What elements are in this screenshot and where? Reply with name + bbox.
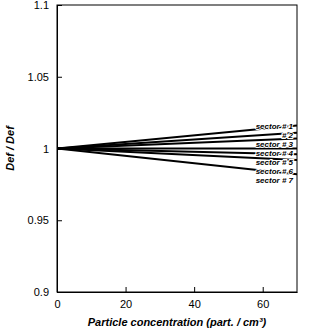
series-label: # 2 bbox=[282, 131, 294, 140]
series-label: sector # 1 bbox=[256, 122, 294, 131]
x-tick: 60 bbox=[257, 287, 269, 310]
y-tick-mark bbox=[57, 292, 62, 293]
x-axis: 0 20 40 60 bbox=[54, 287, 297, 310]
y-tick-label: 0.9 bbox=[34, 286, 49, 298]
series-label: sector # 7 bbox=[256, 176, 294, 185]
y-tick: 0.95 bbox=[28, 214, 62, 226]
y-tick-mark bbox=[57, 5, 62, 6]
x-axis-title: Particle concentration (part. / cm³) bbox=[88, 316, 267, 328]
y-axis-title: Def / Def bbox=[4, 125, 16, 171]
y-axis: 0.9 0.95 1 1.05 1.1 bbox=[28, 0, 62, 298]
y-tick-mark bbox=[57, 220, 62, 221]
x-tick: 20 bbox=[120, 287, 132, 310]
x-tick-label: 60 bbox=[257, 298, 269, 310]
plot-frame bbox=[57, 5, 297, 292]
series-label: sector # 4 bbox=[256, 149, 294, 158]
x-tick: 40 bbox=[189, 287, 201, 310]
series-label: sector # 5 bbox=[256, 158, 294, 167]
y-tick: 0.9 bbox=[34, 286, 62, 298]
x-axis-line bbox=[58, 292, 298, 293]
x-tick-mark bbox=[263, 287, 264, 292]
x-tick-label: 40 bbox=[189, 298, 201, 310]
series-label: sector # 6 bbox=[256, 167, 294, 176]
x-tick-label: 20 bbox=[120, 298, 132, 310]
x-tick-mark bbox=[194, 287, 195, 292]
x-tick-label: 0 bbox=[54, 298, 60, 310]
series-label: sector # 3 bbox=[256, 140, 294, 149]
series-line bbox=[57, 138, 297, 148]
y-tick-label: 1.05 bbox=[28, 71, 49, 83]
y-tick-label: 1.1 bbox=[34, 0, 49, 11]
y-tick-label: 1 bbox=[43, 143, 49, 155]
series-line bbox=[57, 133, 297, 149]
y-tick: 1.1 bbox=[34, 0, 62, 11]
chart: 02040600.90.9511.051.1sector # 1# 2secto… bbox=[0, 0, 334, 332]
y-tick-mark bbox=[57, 77, 62, 78]
y-tick-label: 0.95 bbox=[28, 214, 49, 226]
x-tick-mark bbox=[126, 287, 127, 292]
plot: 02040600.90.9511.051.1sector # 1# 2secto… bbox=[28, 0, 298, 310]
series-labels: sector # 1# 2sector # 3sector # 4sector … bbox=[256, 122, 294, 185]
y-tick: 1.05 bbox=[28, 71, 62, 83]
